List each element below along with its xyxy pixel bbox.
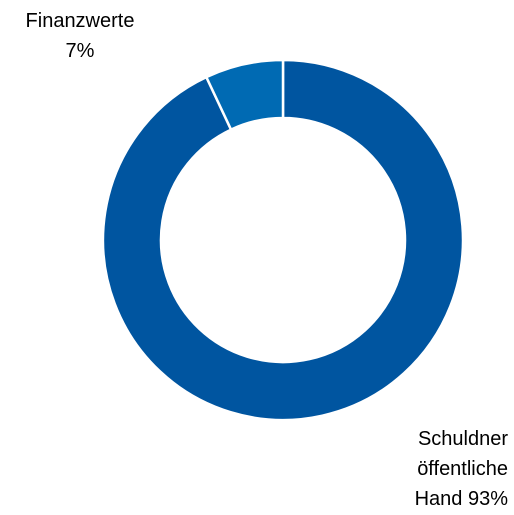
donut-slice <box>101 58 465 422</box>
slice-label: Schuldner öffentliche Hand 93% <box>376 424 508 514</box>
value-label: 93% <box>467 488 508 510</box>
donut-slice <box>205 58 285 131</box>
category-label: Finanzwerte <box>25 10 135 32</box>
slice-label: Finanzwerte 7% <box>14 6 146 66</box>
value-label: 7% <box>65 40 95 62</box>
category-label: Schuldner öffentliche Hand <box>414 428 508 510</box>
